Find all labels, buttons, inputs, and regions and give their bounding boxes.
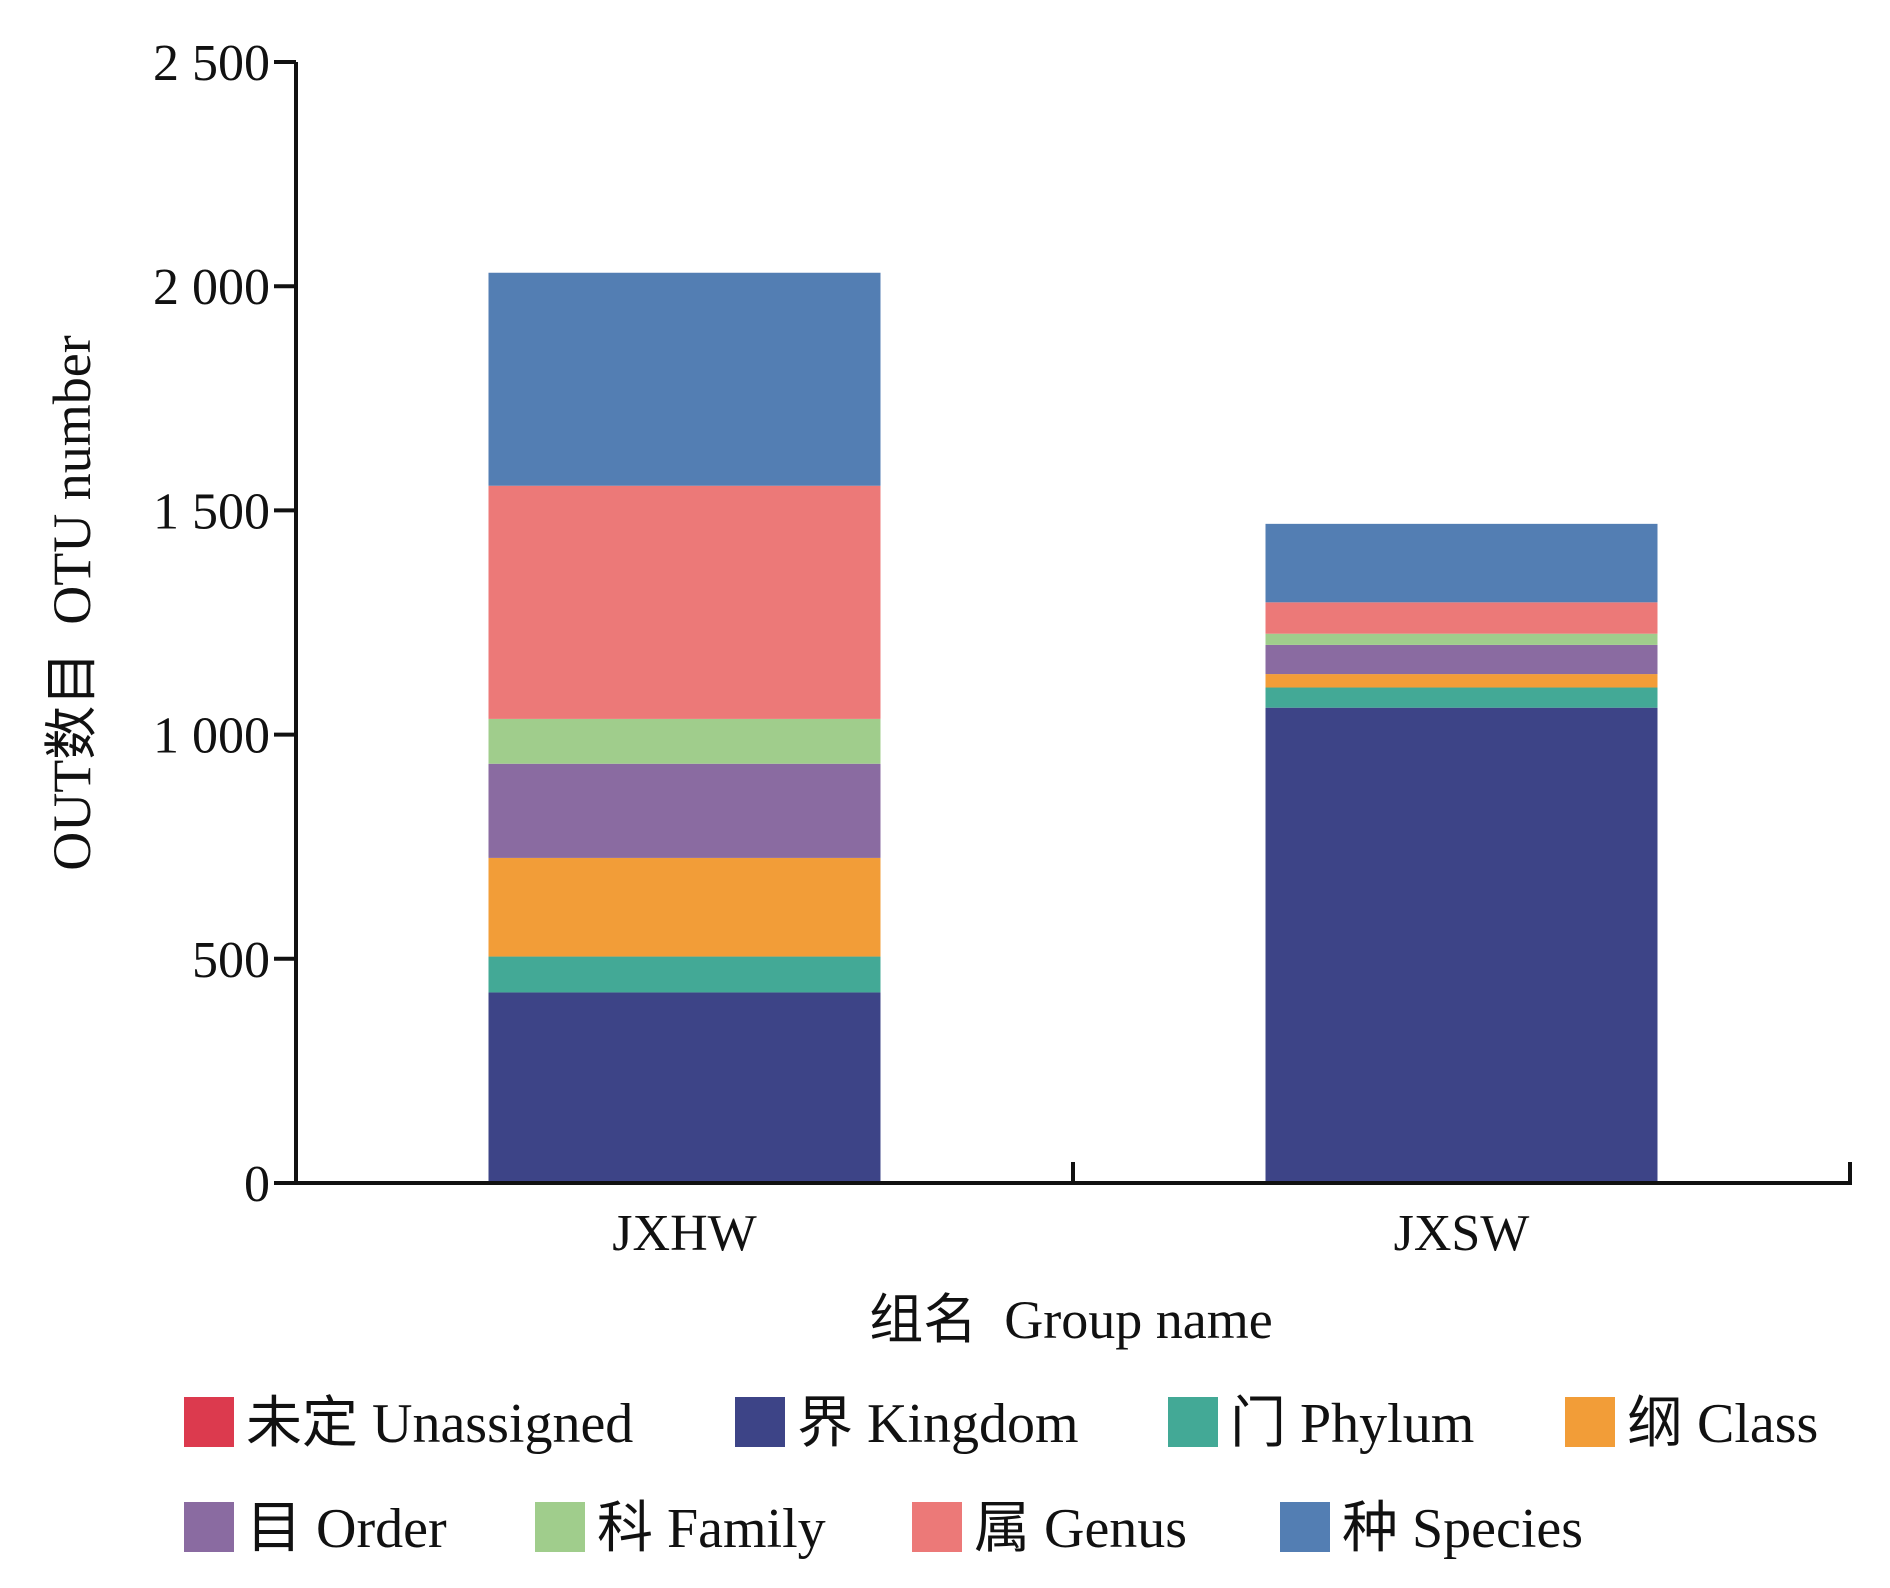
y-tick-label: 500	[192, 932, 270, 989]
legend-label: 未定 Unassigned	[246, 1393, 633, 1455]
x-ticks: JXHW JXSW	[612, 1162, 1852, 1262]
legend-label: 界 Kingdom	[797, 1393, 1079, 1455]
bar-segment	[1265, 644, 1658, 675]
legend-item: 纲 Class	[1565, 1393, 1818, 1455]
legend-swatch	[1168, 1397, 1218, 1447]
x-tick-label: JXHW	[612, 1205, 756, 1262]
legend-swatch	[1565, 1397, 1615, 1447]
y-tick-label: 2 500	[153, 35, 270, 92]
y-tick-label: 0	[244, 1156, 270, 1213]
bar-segment	[488, 718, 881, 764]
bar-segment	[1265, 633, 1658, 645]
legend-swatch	[184, 1397, 234, 1447]
legend-item: 界 Kingdom	[735, 1393, 1079, 1455]
legend-label: 目 Order	[246, 1498, 447, 1560]
y-tick-label: 2 000	[153, 259, 270, 316]
bar-segment	[1265, 674, 1658, 688]
legend-label: 门 Phylum	[1230, 1393, 1474, 1455]
legend-item: 目 Order	[184, 1498, 447, 1560]
bar-segment	[1265, 707, 1658, 1183]
legend-swatch	[184, 1502, 234, 1552]
legend-item: 未定 Unassigned	[184, 1393, 633, 1455]
bar-segment	[488, 485, 881, 719]
bar-segment	[1265, 602, 1658, 634]
legend: 未定 Unassigned 界 Kingdom 门 Phylum 纲 Class 目 O…	[184, 1393, 1818, 1560]
bar-segment	[488, 992, 881, 1183]
y-tick-label: 1 000	[153, 708, 270, 765]
bar-segment	[488, 763, 881, 858]
legend-item: 种 Species	[1280, 1498, 1583, 1560]
bar-segment	[488, 956, 881, 993]
legend-label: 科 Family	[597, 1498, 826, 1560]
legend-label: 纲 Class	[1627, 1393, 1818, 1455]
y-tick-label: 1 500	[153, 483, 270, 540]
legend-swatch	[1280, 1502, 1330, 1552]
legend-item: 科 Family	[535, 1498, 826, 1560]
bars-layer	[488, 272, 1658, 1183]
legend-label: 种 Species	[1342, 1498, 1583, 1560]
bar-segment	[1265, 687, 1658, 708]
legend-label: 属 Genus	[974, 1498, 1187, 1560]
bar-segment	[1265, 523, 1658, 603]
legend-item: 门 Phylum	[1168, 1393, 1474, 1455]
y-axis-title: OUT数目 OTU number	[42, 335, 102, 870]
legend-item: 属 Genus	[912, 1498, 1187, 1560]
y-ticks: 0 500 1 000 1 500 2 000 2 500	[153, 35, 296, 1213]
bar-segment	[488, 272, 881, 486]
x-tick-label: JXSW	[1394, 1205, 1530, 1262]
legend-swatch	[735, 1397, 785, 1447]
bar-segment	[488, 857, 881, 957]
x-axis-title: 组名 Group name	[869, 1290, 1272, 1350]
legend-swatch	[535, 1502, 585, 1552]
legend-swatch	[912, 1502, 962, 1552]
